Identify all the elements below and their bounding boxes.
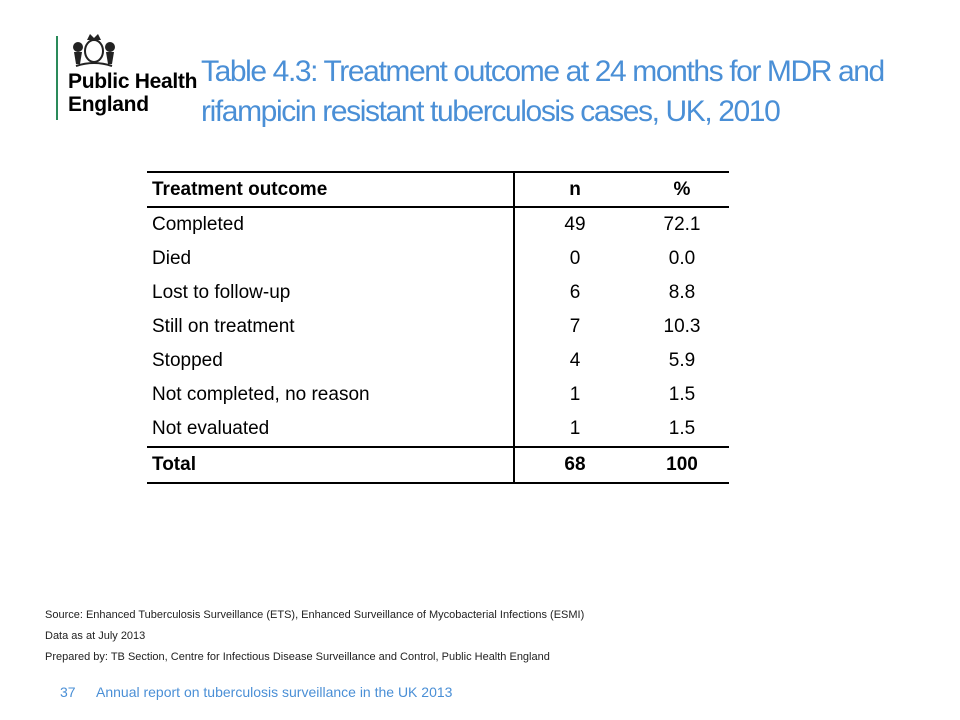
n-cell: 1 xyxy=(513,412,635,447)
table-total-row: Total 68 100 xyxy=(147,447,729,483)
logo-line-2: England xyxy=(68,93,149,116)
logo-wordmark: Public Health England xyxy=(68,70,197,116)
percent-cell: 72.1 xyxy=(663,214,701,235)
footer-report-title: Annual report on tuberculosis surveillan… xyxy=(96,684,453,700)
outcome-cell: Stopped xyxy=(152,350,223,371)
logo-accent-bar xyxy=(56,36,58,120)
table-row: Completed 49 72.1 xyxy=(147,207,729,242)
n-cell: 1 xyxy=(513,378,635,412)
outcome-cell: Not completed, no reason xyxy=(152,384,370,405)
n-cell: 49 xyxy=(513,207,635,242)
table-row: Not completed, no reason 1 1.5 xyxy=(147,378,729,412)
outcome-cell: Lost to follow-up xyxy=(152,282,291,303)
prepared-by-note: Prepared by: TB Section, Centre for Infe… xyxy=(45,651,550,663)
slide-footer: 37 Annual report on tuberculosis surveill… xyxy=(60,684,452,700)
n-cell: 7 xyxy=(513,310,635,344)
header-treatment-outcome: Treatment outcome xyxy=(147,172,514,208)
royal-crest-icon xyxy=(73,34,115,67)
outcome-cell: Died xyxy=(152,248,192,269)
percent-cell: 0.0 xyxy=(668,248,696,269)
table-header-row: Treatment outcome n % xyxy=(147,172,729,208)
data-date-note: Data as at July 2013 xyxy=(45,630,146,642)
n-cell: 0 xyxy=(513,242,635,276)
treatment-outcome-table: Treatment outcome n % Completed 49 72.1 … xyxy=(147,171,729,484)
slide-title: Table 4.3: Treatment outcome at 24 month… xyxy=(201,52,941,132)
total-n: 68 xyxy=(513,447,635,483)
percent-cell: 1.5 xyxy=(668,418,696,439)
outcome-cell: Completed xyxy=(152,214,244,235)
table-row: Not evaluated 1 1.5 xyxy=(147,412,729,447)
source-notes: Source: Enhanced Tuberculosis Surveillan… xyxy=(45,605,584,668)
percent-cell: 8.8 xyxy=(668,282,696,303)
table-row: Still on treatment 7 10.3 xyxy=(147,310,729,344)
outcome-cell: Not evaluated xyxy=(152,418,270,439)
page-number: 37 xyxy=(60,684,76,700)
n-cell: 6 xyxy=(513,276,635,310)
phe-logo: Public Health England xyxy=(56,30,197,130)
header-percent: % xyxy=(635,172,729,208)
percent-cell: 10.3 xyxy=(663,316,701,337)
total-percent: 100 xyxy=(666,454,698,475)
total-label: Total xyxy=(152,454,196,475)
n-cell: 4 xyxy=(513,344,635,378)
table-row: Lost to follow-up 6 8.8 xyxy=(147,276,729,310)
title-line-1: Table 4.3: Treatment outcome at 24 month… xyxy=(201,55,885,88)
outcome-cell: Still on treatment xyxy=(152,316,295,337)
header-n: n xyxy=(513,172,635,208)
table-row: Died 0 0.0 xyxy=(147,242,729,276)
percent-cell: 5.9 xyxy=(668,350,696,371)
table-row: Stopped 4 5.9 xyxy=(147,344,729,378)
percent-cell: 1.5 xyxy=(668,384,696,405)
title-line-2: rifampicin resistant tuberculosis cases,… xyxy=(201,95,781,128)
logo-line-1: Public Health xyxy=(68,70,198,93)
source-note: Source: Enhanced Tuberculosis Surveillan… xyxy=(45,609,585,621)
